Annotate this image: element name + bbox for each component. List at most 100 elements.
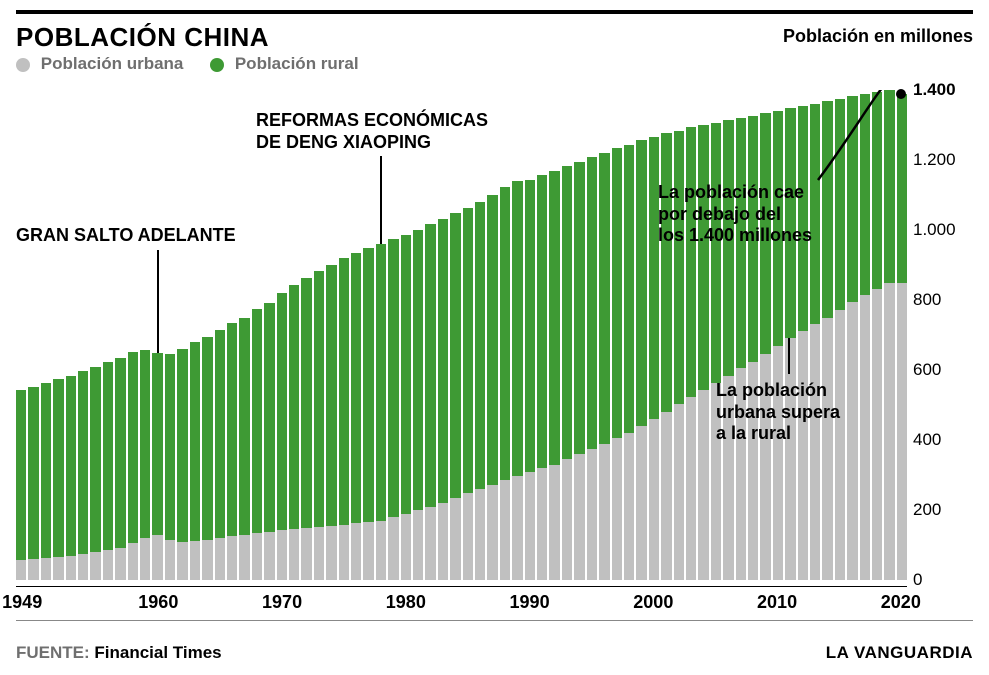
bar-seg-urban (574, 454, 584, 580)
bar (612, 148, 622, 580)
bar-seg-urban (475, 489, 485, 580)
legend-dot-urban (16, 58, 30, 72)
bar-seg-rural (252, 309, 262, 532)
publisher-brand: LA VANGUARDIA (826, 643, 973, 663)
bar-seg-rural (326, 265, 336, 526)
bar-seg-rural (549, 171, 559, 465)
bar (413, 230, 423, 580)
bar-seg-urban (152, 535, 162, 580)
bar (177, 349, 187, 580)
y-tick: 1.400 (913, 80, 973, 100)
bar-seg-rural (140, 350, 150, 538)
bar-seg-rural (748, 116, 758, 362)
source-label: FUENTE: (16, 643, 94, 662)
bar-seg-urban (512, 476, 522, 580)
bar-seg-rural (450, 213, 460, 498)
bar-seg-urban (413, 510, 423, 580)
bar (512, 181, 522, 580)
bar-seg-rural (165, 354, 175, 540)
y-tick: 200 (913, 500, 973, 520)
bar (549, 171, 559, 581)
bar-seg-urban (661, 412, 671, 580)
bar-seg-rural (264, 303, 274, 532)
x-tick-label: 2020 (881, 592, 921, 613)
y-tick: 600 (913, 360, 973, 380)
bar-seg-urban (28, 559, 38, 580)
bar (227, 323, 237, 580)
bar-seg-rural (301, 278, 311, 528)
bar-seg-rural (798, 106, 808, 331)
bar-seg-rural (599, 153, 609, 444)
bar-seg-rural (736, 118, 746, 368)
bar-seg-urban (177, 542, 187, 581)
bar-seg-rural (401, 235, 411, 514)
bar (463, 208, 473, 580)
bar (388, 239, 398, 580)
bar-seg-urban (202, 540, 212, 580)
bar-seg-urban (351, 523, 361, 580)
bar (711, 123, 721, 580)
bar-seg-urban (41, 558, 51, 580)
bar (41, 383, 51, 580)
bar-seg-rural (711, 123, 721, 384)
bar-seg-rural (363, 248, 373, 522)
y-tick: 1.000 (913, 220, 973, 240)
bar (525, 180, 535, 580)
bar (587, 157, 597, 580)
bar (277, 293, 287, 580)
bar (90, 367, 100, 581)
bar (487, 195, 497, 580)
bar-seg-urban (78, 554, 88, 580)
x-tick-label: 2010 (757, 592, 797, 613)
bar-seg-urban (363, 522, 373, 580)
bar-seg-urban (252, 533, 262, 580)
bar (301, 278, 311, 580)
bar-seg-urban (487, 485, 497, 580)
bar-seg-rural (78, 371, 88, 554)
bar-seg-rural (475, 202, 485, 489)
bar (760, 113, 770, 580)
bar-seg-rural (822, 101, 832, 318)
bar-seg-rural (612, 148, 622, 438)
bar-seg-urban (128, 543, 138, 580)
bar (215, 330, 225, 580)
bar (351, 253, 361, 580)
bar (574, 162, 584, 580)
bar-seg-urban (636, 426, 646, 580)
bar-seg-urban (53, 557, 63, 580)
bar (785, 108, 795, 580)
bar-seg-rural (339, 258, 349, 525)
footer-divider (16, 620, 973, 621)
bar (152, 353, 162, 580)
bar-seg-urban (314, 527, 324, 580)
x-tick-label: 1970 (262, 592, 302, 613)
bar-seg-rural (587, 157, 597, 449)
bar-seg-urban (401, 514, 411, 581)
bar-seg-rural (438, 219, 448, 503)
bar-seg-urban (239, 535, 249, 581)
bar-seg-rural (277, 293, 287, 530)
bar-seg-rural (835, 99, 845, 310)
bar (698, 125, 708, 580)
bar-seg-urban (301, 528, 311, 580)
bar (115, 358, 125, 580)
bar-seg-rural (487, 195, 497, 485)
bar-seg-rural (574, 162, 584, 454)
bar (649, 137, 659, 580)
bar-seg-urban (723, 376, 733, 580)
bar-seg-rural (512, 181, 522, 476)
bar-seg-rural (190, 342, 200, 540)
bar (599, 153, 609, 580)
bar-seg-urban (339, 525, 349, 580)
bar-seg-rural (177, 349, 187, 542)
bar-seg-urban (215, 538, 225, 580)
bar (847, 96, 857, 580)
bar (810, 104, 820, 580)
bar-seg-urban (376, 521, 386, 581)
bar (190, 342, 200, 580)
bar-seg-urban (872, 289, 882, 580)
bar (438, 219, 448, 580)
bar (686, 127, 696, 580)
bar-seg-urban (438, 503, 448, 580)
bar-seg-rural (810, 104, 820, 325)
